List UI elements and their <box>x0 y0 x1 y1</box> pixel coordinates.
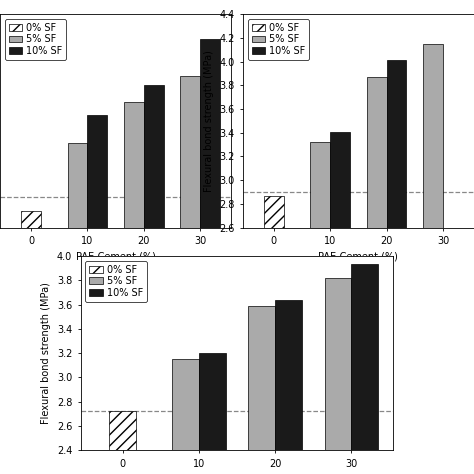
Bar <box>423 44 443 228</box>
Bar <box>199 353 226 450</box>
Bar <box>172 359 199 450</box>
Bar <box>325 278 351 450</box>
Bar <box>351 264 378 450</box>
Bar <box>367 77 387 228</box>
Legend: 0% SF, 5% SF, 10% SF: 0% SF, 5% SF, 10% SF <box>85 261 147 301</box>
Bar <box>124 102 144 228</box>
Bar <box>264 195 283 228</box>
Bar <box>387 61 406 228</box>
Y-axis label: Flexural bond strength (MPa): Flexural bond strength (MPa) <box>41 282 51 424</box>
Text: (b): (b) <box>348 296 368 310</box>
Bar <box>87 115 107 228</box>
Bar <box>310 142 330 228</box>
X-axis label: PAE-Cement (%): PAE-Cement (%) <box>319 251 398 261</box>
Bar <box>275 300 302 450</box>
Y-axis label: Flexural bond strength (MPa): Flexural bond strength (MPa) <box>203 50 213 192</box>
Text: (a): (a) <box>106 296 125 310</box>
Bar <box>144 85 164 228</box>
Bar <box>330 132 350 228</box>
Bar <box>248 306 275 450</box>
Bar <box>181 76 200 228</box>
Legend: 0% SF, 5% SF, 10% SF: 0% SF, 5% SF, 10% SF <box>247 19 309 60</box>
Bar <box>109 411 136 450</box>
X-axis label: PAE-Cement (%): PAE-Cement (%) <box>76 251 155 261</box>
Legend: 0% SF, 5% SF, 10% SF: 0% SF, 5% SF, 10% SF <box>5 19 66 60</box>
Bar <box>68 143 87 228</box>
Bar <box>200 39 220 228</box>
Bar <box>21 210 41 228</box>
